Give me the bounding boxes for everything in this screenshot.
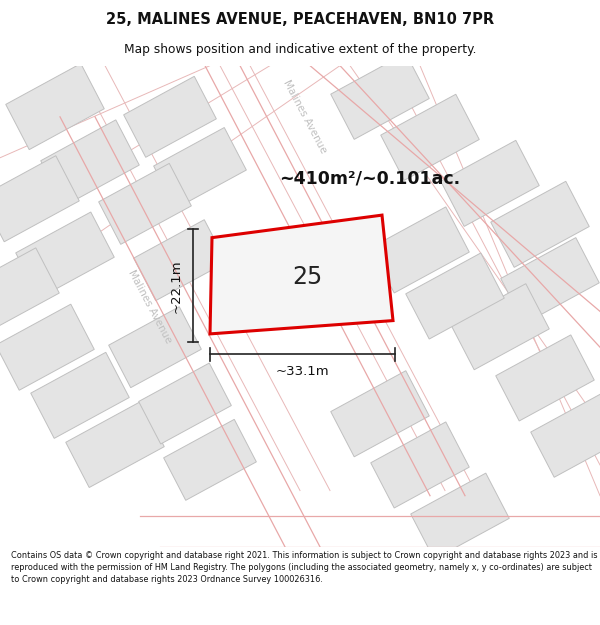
Polygon shape xyxy=(491,181,589,268)
Polygon shape xyxy=(98,163,191,244)
Polygon shape xyxy=(381,94,479,181)
Polygon shape xyxy=(31,352,129,438)
Polygon shape xyxy=(41,120,139,206)
Polygon shape xyxy=(210,215,393,334)
Polygon shape xyxy=(66,401,164,488)
Polygon shape xyxy=(164,419,256,501)
Polygon shape xyxy=(109,307,202,388)
Polygon shape xyxy=(16,212,114,298)
Polygon shape xyxy=(0,304,94,390)
Text: 25: 25 xyxy=(292,265,322,289)
Polygon shape xyxy=(0,156,79,242)
Polygon shape xyxy=(0,248,59,334)
Polygon shape xyxy=(501,238,599,324)
Polygon shape xyxy=(154,127,247,209)
Polygon shape xyxy=(371,207,469,293)
Text: ~410m²/~0.101ac.: ~410m²/~0.101ac. xyxy=(280,169,461,187)
Polygon shape xyxy=(139,363,232,444)
Text: ~22.1m: ~22.1m xyxy=(170,259,183,312)
Text: 25, MALINES AVENUE, PEACEHAVEN, BN10 7PR: 25, MALINES AVENUE, PEACEHAVEN, BN10 7PR xyxy=(106,12,494,27)
Polygon shape xyxy=(331,53,429,139)
Polygon shape xyxy=(441,141,539,226)
Polygon shape xyxy=(124,76,217,158)
Text: Malines Avenue: Malines Avenue xyxy=(281,79,329,155)
Polygon shape xyxy=(6,64,104,149)
Polygon shape xyxy=(406,253,504,339)
Text: Malines Avenue: Malines Avenue xyxy=(127,268,173,344)
Text: Contains OS data © Crown copyright and database right 2021. This information is : Contains OS data © Crown copyright and d… xyxy=(11,551,597,584)
Polygon shape xyxy=(134,220,226,301)
Polygon shape xyxy=(531,391,600,478)
Text: Map shows position and indicative extent of the property.: Map shows position and indicative extent… xyxy=(124,43,476,56)
Polygon shape xyxy=(496,335,594,421)
Polygon shape xyxy=(451,284,549,370)
Text: ~33.1m: ~33.1m xyxy=(275,364,329,378)
Polygon shape xyxy=(411,473,509,559)
Polygon shape xyxy=(371,422,469,508)
Polygon shape xyxy=(331,371,429,457)
